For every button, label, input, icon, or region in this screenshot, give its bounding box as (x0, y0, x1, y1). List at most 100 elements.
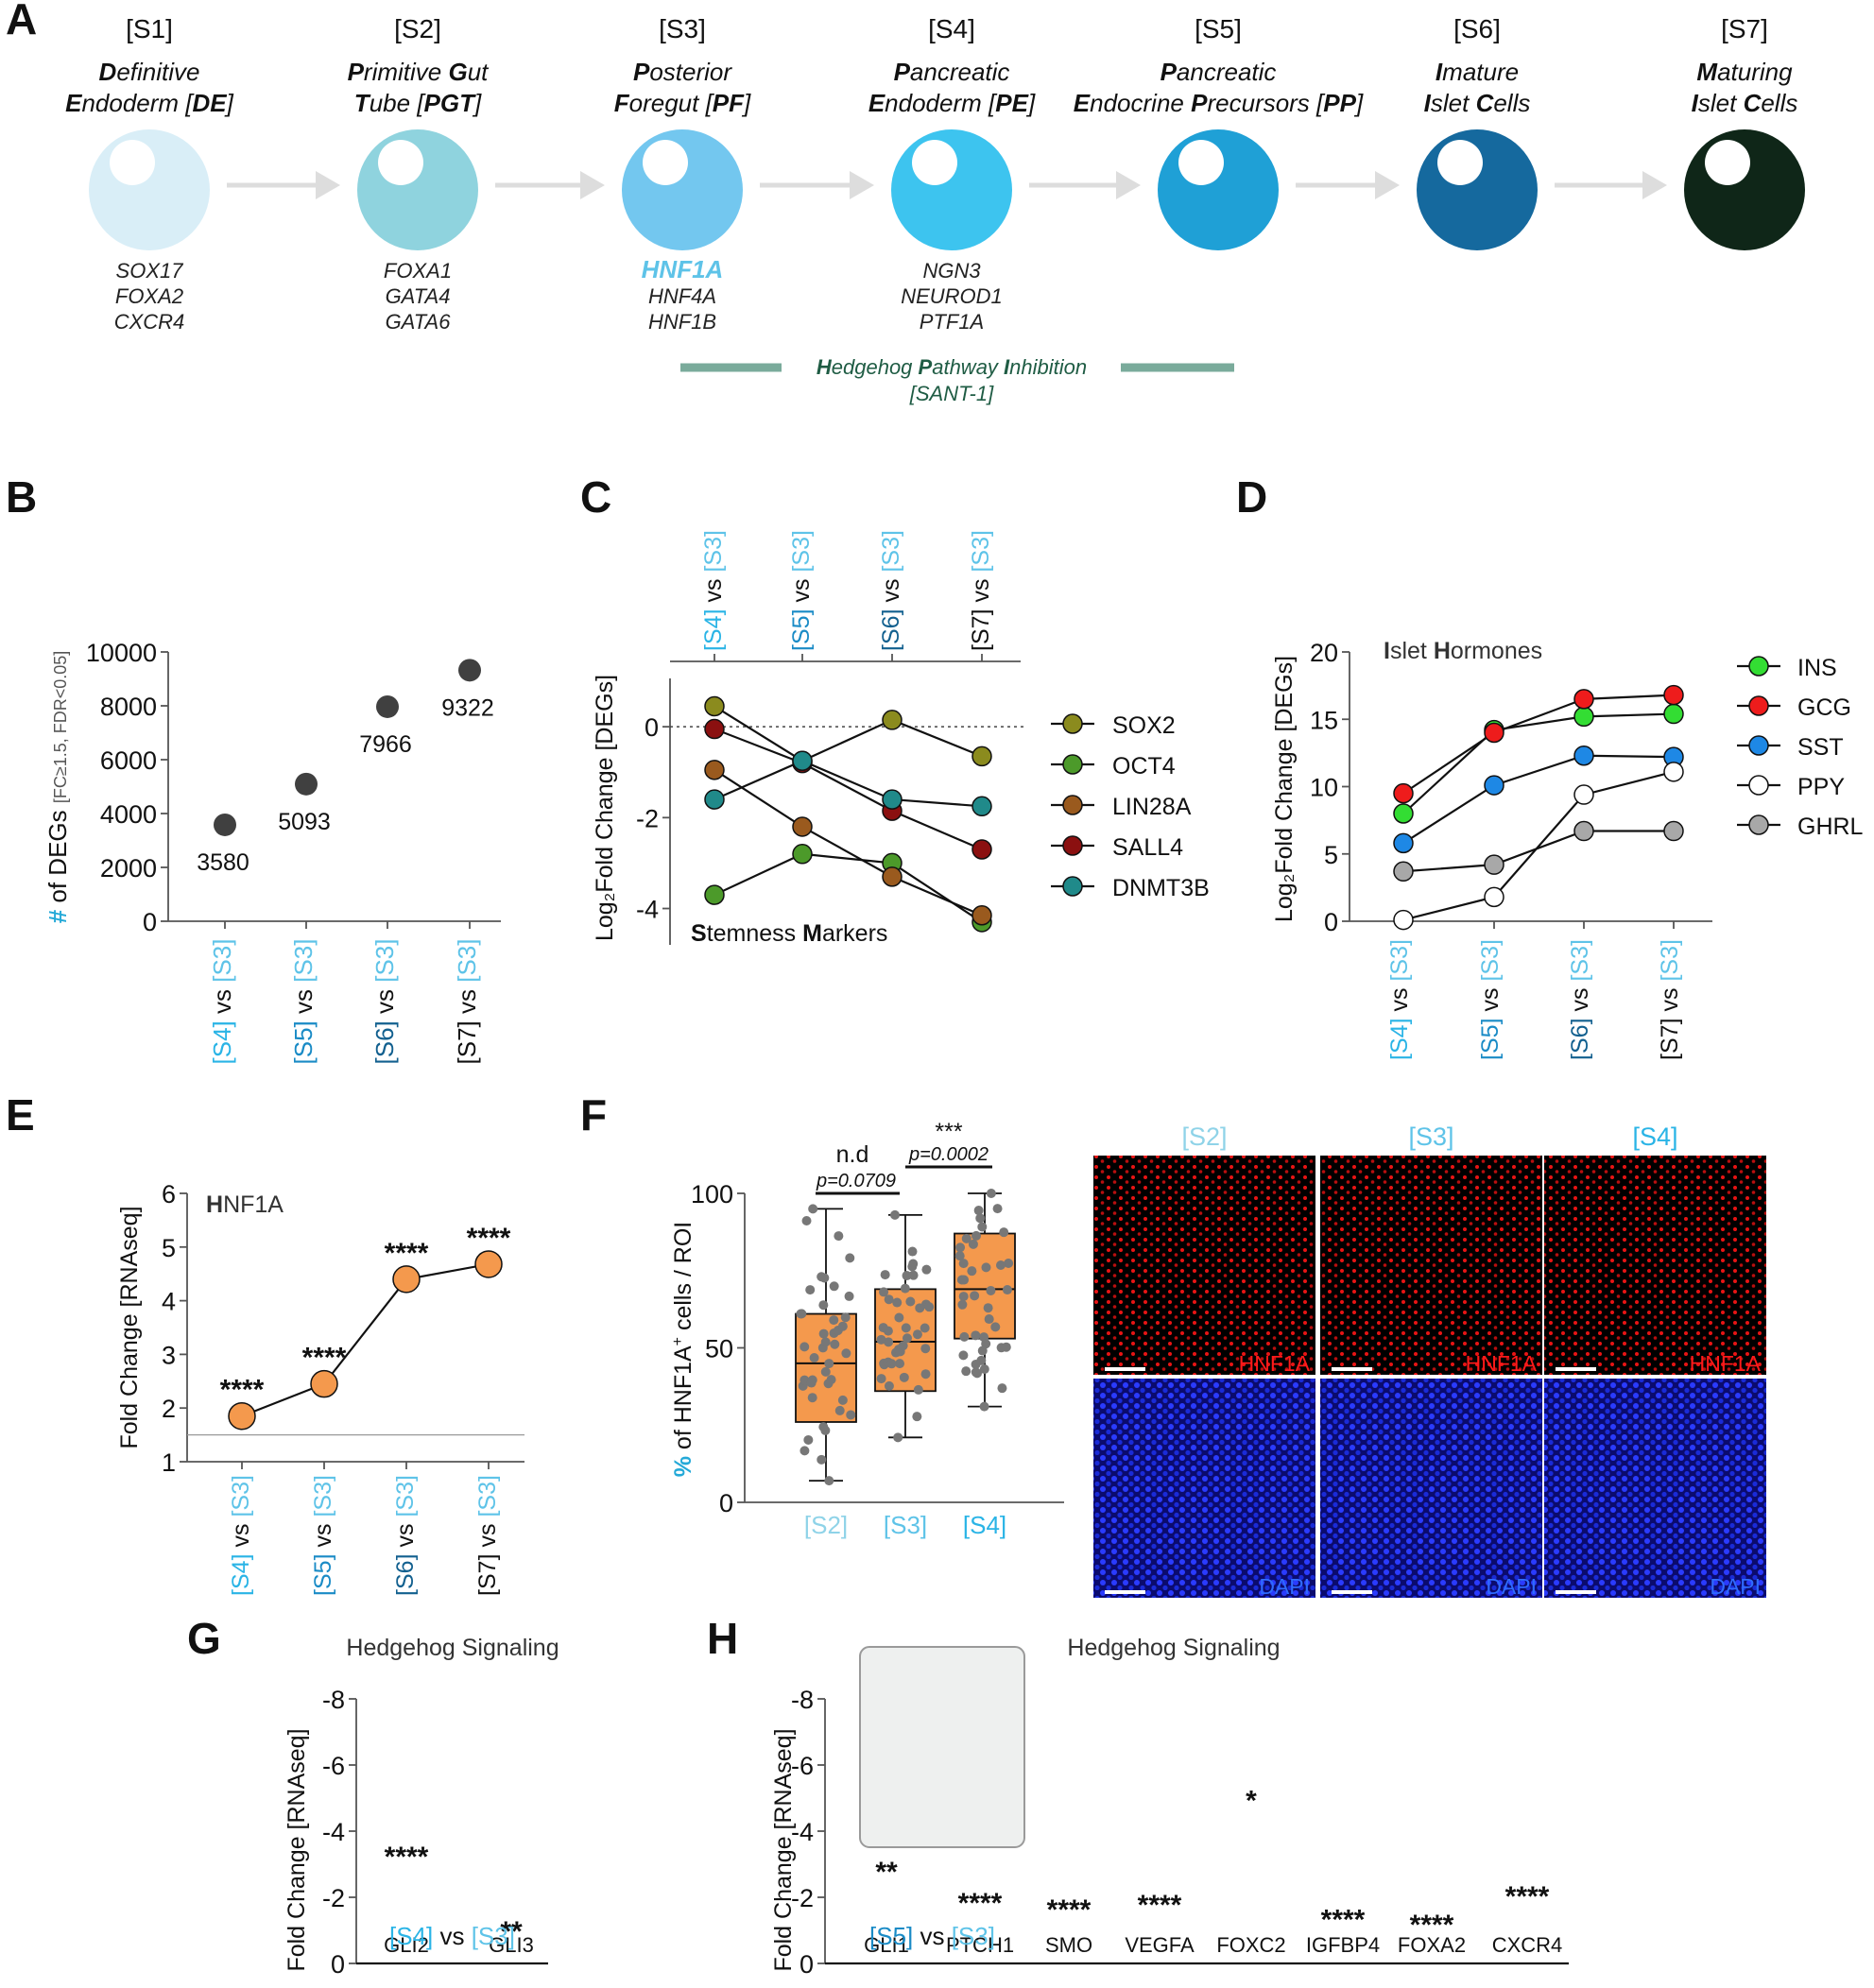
stage-name-line2-5-part-0: E (1074, 89, 1091, 117)
stage-name-line2-5-part-5: ] (1353, 89, 1364, 117)
h-category-label-6: FOXA2 (1398, 1933, 1466, 1957)
d-xtick-label-3-vs: vs (1657, 982, 1683, 1019)
stage-name-line1-2-part-0: P (348, 58, 365, 86)
stage-name-line2-4-part-3: ] (1025, 89, 1036, 117)
d-legend-marker-2 (1748, 735, 1769, 756)
d-series-line-4 (1402, 830, 1674, 873)
d-annotation-part-0: I (1384, 638, 1390, 664)
f-dot-0-37 (837, 1321, 848, 1331)
f-dot-1-24 (908, 1270, 919, 1280)
f-dot-0-20 (844, 1291, 854, 1301)
f-dot-1-36 (898, 1341, 908, 1351)
e-annotation: HNF1A (206, 1191, 284, 1218)
micrograph-hnf1a-2 (1544, 1156, 1766, 1375)
h-star-3: **** (1138, 1890, 1182, 1921)
d-point-3-2 (1573, 784, 1594, 805)
b-y-axis-label-hash: # (43, 909, 72, 923)
h-ytick-label-2: -4 (791, 1818, 814, 1846)
e-xtick-label-2-a: [S6] (392, 1553, 419, 1595)
f-dot-2-31 (992, 1204, 1003, 1214)
g-title-part-1: edgehog (363, 1635, 461, 1661)
stage-cell-nucleus-7 (1705, 140, 1750, 185)
c-point-0-0 (704, 695, 725, 717)
h-ytick-label-1: -2 (791, 1884, 814, 1912)
hedgehog-inhibition-label-part-4: I (1004, 355, 1010, 379)
f-dot-0-16 (826, 1375, 836, 1385)
b-xtick-label-3-vs: vs (453, 983, 481, 1020)
f-dot-1-27 (901, 1323, 911, 1333)
f-dot-2-7 (986, 1285, 996, 1295)
stage-cell-nucleus-1 (110, 140, 155, 185)
d-series-line-1 (1402, 694, 1675, 795)
d-series-line-2 (1402, 754, 1675, 845)
stage-cell-nucleus-2 (378, 140, 423, 185)
stage-name-line1-2-part-2: G (448, 58, 467, 86)
e-ytick-label-2: 3 (162, 1341, 176, 1369)
stage-arrow-head-5 (1375, 171, 1400, 199)
e-star-2: **** (385, 1238, 429, 1269)
e-xtick-label-0-b: [S3] (228, 1475, 254, 1517)
f-dot-1-22 (920, 1323, 930, 1333)
stage-code-6: [S6] (1453, 14, 1501, 43)
hedgehog-inhibition-label-part-3: athway (932, 355, 1004, 379)
g-comparison-b: [S3] (472, 1922, 515, 1950)
f-dot-2-34 (970, 1291, 980, 1301)
stage-marker-3-2: HNF4A (648, 284, 716, 308)
stage-name-line1-5-part-0: P (1161, 58, 1178, 86)
b-xtick-label-2: [S6] vs [S3] (370, 939, 399, 1065)
h-category-label-3: VEGFA (1125, 1933, 1195, 1957)
f-y-axis-label-pct: % (670, 1456, 696, 1477)
b-ytick-label-4: 8000 (100, 693, 157, 721)
panel-g-hedgehog-bars: 0 -2 -4 -6 -8 Fold Change [RNAseq] GLI2 **** GLI… (284, 1635, 559, 1979)
g-star-0: **** (385, 1842, 429, 1873)
f-dot-1-1 (889, 1209, 900, 1220)
b-xtick-label-2-vs: vs (370, 983, 399, 1020)
g-category-label-1: GLI3 (489, 1933, 534, 1957)
stage-name-line2-7-part-0: I (1692, 89, 1699, 117)
h-category-label-7: CXCR4 (1492, 1933, 1563, 1957)
c-series-line-0 (713, 705, 983, 763)
e-xtick-label-1-b: [S3] (310, 1475, 336, 1517)
b-xtick-label-0-a: [S4] (208, 1020, 236, 1064)
c-point-4-0 (704, 789, 725, 810)
c-legend-marker-4 (1062, 876, 1083, 897)
b-point-label-0: 3580 (197, 849, 249, 876)
b-point-label-1: 5093 (278, 809, 331, 835)
f-dot-2-8 (968, 1239, 978, 1249)
c-point-4-2 (882, 789, 903, 810)
h-title: Hedgehog Signaling (1067, 1635, 1280, 1661)
c-xtick-label-1-b: [S3] (788, 530, 815, 572)
c-point-3-3 (971, 839, 992, 860)
hedgehog-inhibition-label-part-0: H (817, 355, 833, 379)
e-xtick-label-0: [S4] vs [S3] (228, 1475, 254, 1596)
d-ytick-label-3: 15 (1310, 706, 1338, 734)
f-dot-1-30 (905, 1296, 916, 1307)
f-y-axis-label: % of HNF1A+ cells / ROI (670, 1222, 696, 1478)
f-dot-2-29 (999, 1227, 1009, 1238)
c-series-line-1 (713, 852, 983, 923)
f-dot-0-38 (799, 1446, 810, 1456)
f-dot-2-41 (971, 1367, 981, 1378)
g-star-1: ** (500, 1916, 523, 1947)
d-legend-marker-3 (1748, 775, 1769, 796)
stage-name-line1-1-part-0: D (99, 58, 117, 86)
e-annotation-part-1: NF1A (223, 1191, 284, 1218)
h-category-label-1: PTCH1 (946, 1933, 1014, 1957)
f-dot-1-5 (913, 1384, 923, 1395)
d-point-1-3 (1663, 684, 1684, 706)
stage-marker-3-1: HNF1A (642, 255, 724, 283)
h-ytick-label-4: -8 (791, 1686, 814, 1714)
stage-cell-nucleus-3 (643, 140, 688, 185)
c-xtick-label-1-a: [S5] (788, 608, 815, 650)
b-y-axis-label-small: [FC≥1.5, FDR<0.05] (51, 651, 70, 803)
g-comparison-a: [S4] (389, 1922, 433, 1950)
c-xtick-label-1-vs: vs (788, 573, 815, 609)
f-dot-1-4 (899, 1372, 909, 1382)
f-xtick-label-1: [S3] (884, 1511, 927, 1539)
d-xtick-label-0-vs: vs (1386, 982, 1413, 1019)
e-ytick-label-4: 5 (162, 1234, 176, 1262)
f-dot-1-20 (908, 1259, 919, 1269)
